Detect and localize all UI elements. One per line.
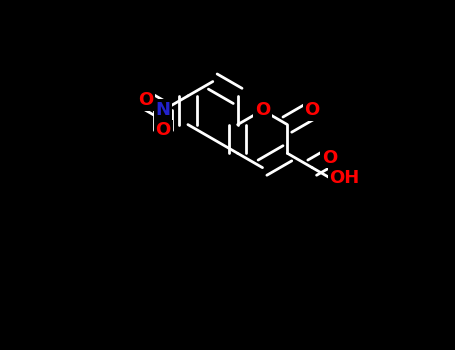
Text: OH: OH — [329, 169, 360, 187]
Text: N: N — [156, 101, 171, 119]
Text: O: O — [322, 149, 337, 167]
Text: O: O — [138, 91, 153, 109]
Text: O: O — [304, 101, 320, 119]
Text: O: O — [156, 121, 171, 139]
Text: O: O — [255, 101, 270, 119]
